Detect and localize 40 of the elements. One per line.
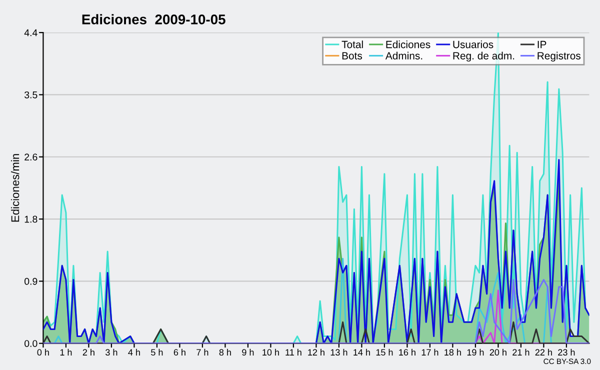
x-tick-label: 15 h — [376, 348, 393, 356]
legend-label: Reg. de adm. — [453, 52, 514, 62]
x-tick-label: 18 h — [444, 348, 461, 356]
y-axis-title: Ediciones/min — [10, 154, 20, 222]
x-tick-label: 20 h — [490, 348, 506, 356]
legend-label: Admins. — [385, 52, 422, 60]
x-tick-label: 3 h — [106, 348, 118, 356]
x-tick-label: 5 h — [151, 348, 163, 356]
x-tick-label: 4 h — [128, 348, 140, 356]
y-tick-label: 4.4 — [24, 29, 38, 36]
legend-label: IP — [538, 40, 546, 48]
x-tick-label: 9 h — [242, 348, 254, 356]
x-tick-label: 1 h — [60, 348, 72, 356]
legend-label: Usuarios — [453, 40, 494, 48]
x-tick-label: 23 h — [558, 348, 575, 356]
x-tick-label: 14 h — [354, 348, 370, 356]
x-tick-label: 8 h — [219, 348, 231, 356]
x-tick-label: 16 h — [399, 348, 416, 356]
chart-title: Ediciones 2009-10-05 — [82, 14, 226, 24]
x-tick-label: 7 h — [196, 348, 208, 356]
legend-label: Bots — [342, 52, 362, 60]
x-tick-label: 22 h — [535, 348, 552, 356]
x-tick-label: 19 h — [467, 348, 484, 356]
x-tick-label: 21 h — [512, 348, 530, 356]
legend-label: Total — [342, 40, 363, 48]
y-tick-label: 0.0 — [24, 340, 38, 347]
y-tick-label: 3.5 — [24, 91, 38, 98]
x-tick-label: 6 h — [174, 348, 186, 356]
x-tick-label: 2 h — [82, 348, 94, 356]
legend-label: Ediciones — [386, 40, 430, 48]
x-tick-label: 10 h — [262, 348, 279, 356]
x-tick-label: 13 h — [330, 348, 348, 356]
x-tick-label: 0 h — [37, 348, 49, 356]
y-tick-label: 1.8 — [24, 216, 38, 223]
y-tick-label: 2.6 — [24, 154, 38, 160]
x-tick-label: 11 h — [286, 348, 302, 356]
x-tick-label: 12 h — [308, 348, 324, 356]
x-tick-label: 17 h — [422, 348, 438, 356]
legend-label: Registros — [538, 52, 580, 62]
y-tick-label: 0.9 — [24, 278, 38, 285]
